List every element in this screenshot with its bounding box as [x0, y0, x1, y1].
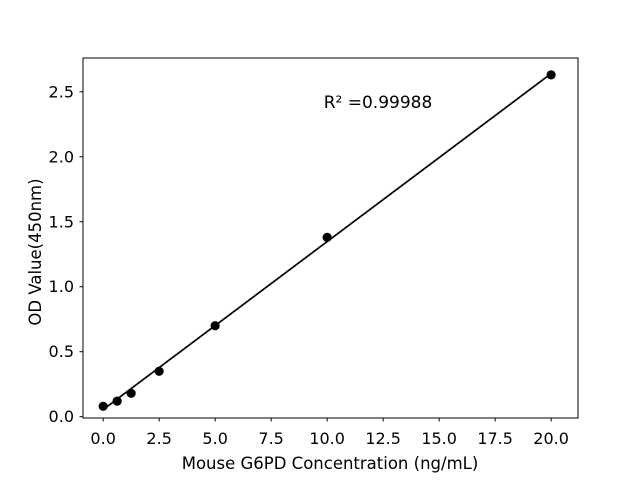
- x-tick-label: 2.5: [146, 429, 171, 448]
- y-tick-label: 0.5: [49, 342, 74, 361]
- y-tick-label: 0.0: [49, 407, 74, 426]
- x-tick-label: 12.5: [365, 429, 401, 448]
- y-tick-label: 1.5: [49, 212, 74, 231]
- data-point: [210, 321, 220, 331]
- data-point: [154, 366, 164, 376]
- data-point: [546, 70, 556, 80]
- plot-area: 0.0 2.5 5.0 7.5 10.0 12.5 15.0 17.5 20.0 0.0 0.5 1.…: [49, 57, 579, 448]
- x-tick-label: 0.0: [90, 429, 115, 448]
- x-tick-label: 17.5: [477, 429, 513, 448]
- x-axis-label: Mouse G6PD Concentration (ng/mL): [182, 454, 479, 473]
- y-tick-label: 2.0: [49, 147, 74, 166]
- data-point: [126, 388, 136, 398]
- data-point: [112, 396, 122, 406]
- r-squared-annotation: R² =0.99988: [324, 93, 433, 113]
- x-tick-label: 5.0: [202, 429, 227, 448]
- y-tick-label: 2.5: [49, 82, 74, 101]
- y-axis-label: OD Value(450nm): [26, 178, 45, 325]
- x-tick-label: 7.5: [258, 429, 283, 448]
- x-tick-label: 10.0: [309, 429, 345, 448]
- y-tick-label: 1.0: [49, 277, 74, 296]
- data-point: [98, 401, 108, 411]
- data-point: [322, 232, 332, 242]
- x-tick-label: 15.0: [421, 429, 457, 448]
- plot-border: [82, 57, 579, 419]
- x-tick-label: 20.0: [533, 429, 569, 448]
